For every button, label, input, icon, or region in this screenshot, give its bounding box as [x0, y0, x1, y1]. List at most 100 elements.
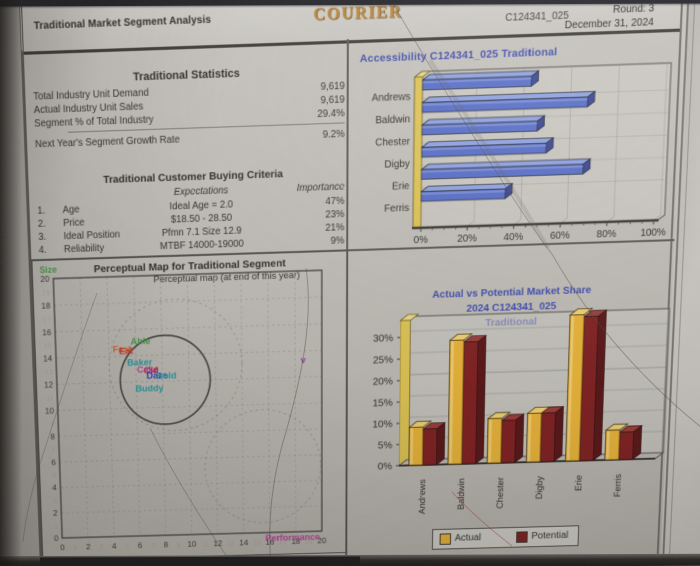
date-label: December 31, 2024 — [564, 16, 654, 32]
acc-category-label: Baldwin — [375, 114, 410, 126]
ms-y-tick-label: 30% — [373, 333, 394, 345]
importance-header: Importance — [296, 181, 345, 195]
criteria-number: 4. — [38, 244, 47, 257]
acc-x-tick-label: 100% — [640, 227, 666, 239]
svg-text:16: 16 — [42, 327, 51, 337]
svg-text:6: 6 — [51, 458, 56, 467]
accessibility-bar-chart: Andrews Baldwin Chester Digby Erie Ferris 0% 20… — [372, 53, 683, 246]
svg-text:13: 13 — [227, 539, 235, 547]
acc-category-label: Ferris — [384, 203, 409, 215]
svg-text:4: 4 — [112, 541, 117, 550]
svg-text:12: 12 — [44, 380, 53, 390]
ms-category-label: Andrews — [418, 479, 429, 514]
map-xlabel-performance: Performance — [265, 532, 320, 543]
criteria-name: Ideal Position — [63, 229, 121, 243]
svg-text:0: 0 — [60, 543, 65, 552]
map-product-label-able: Able — [130, 336, 150, 347]
acc-category-label: Erie — [392, 181, 410, 192]
stats-label: Total Industry Unit Demand — [33, 87, 149, 103]
ms-category-label: Digby — [535, 476, 546, 499]
acc-x-tick-label: 20% — [457, 233, 477, 244]
ms-category-label: Chester — [495, 476, 506, 508]
map-ylabel-size: Size — [39, 265, 57, 275]
svg-text:8: 8 — [50, 432, 55, 441]
chart-legend: Actual Potential — [431, 525, 580, 550]
expectations-header: Expectations — [173, 185, 229, 199]
ms-bar-potential-chester — [501, 420, 516, 463]
ms-category-label: Baldwin — [456, 478, 467, 510]
round-and-date: Round: 3 December 31, 2024 — [564, 2, 655, 33]
ms-y-tick-label: 25% — [373, 354, 394, 366]
svg-text:5: 5 — [125, 542, 129, 550]
stats-value: 29.4% — [317, 107, 345, 121]
stats-value: 9,619 — [320, 80, 345, 93]
acc-category-label: Digby — [384, 159, 410, 171]
actual-legend-label: Actual — [454, 532, 482, 544]
svg-text:7: 7 — [151, 541, 155, 549]
svg-text:10: 10 — [187, 539, 196, 548]
market-share-bar-chart: 0% 5% 10% 15% 20% 25% 30% Andrews Baldwin Chester… — [372, 302, 678, 514]
report-header: Traditional Market Segment Analysis CAPS… — [20, 0, 683, 55]
svg-text:3: 3 — [53, 497, 57, 505]
acc-x-tick-label: 80% — [596, 229, 616, 240]
acc-category-label: Chester — [375, 137, 410, 149]
svg-text:9: 9 — [50, 420, 54, 428]
potential-legend-label: Potential — [531, 530, 569, 542]
criteria-number: 3. — [38, 231, 47, 243]
growth-label: Next Year's Segment Growth Rate — [34, 134, 180, 151]
growth-value: 9.2% — [322, 128, 345, 141]
ms-category-label: Erie — [574, 474, 585, 491]
svg-text:2: 2 — [53, 508, 58, 517]
map-product-label-bold: Bold — [156, 371, 176, 382]
logo-courier-text: COURIER — [313, 0, 403, 25]
photo-left-vignette — [0, 0, 22, 566]
svg-text:3: 3 — [99, 543, 103, 551]
map-product-label-buddy: Buddy — [135, 383, 164, 394]
criteria-importance: 47% — [325, 195, 345, 208]
svg-text:11: 11 — [201, 540, 208, 548]
svg-text:2: 2 — [86, 542, 91, 551]
photo-bottom-left-dark — [39, 556, 361, 566]
criteria-importance: 9% — [330, 235, 345, 247]
ms-y-tick-label: 15% — [373, 397, 394, 409]
svg-text:15: 15 — [253, 539, 261, 547]
svg-text:5: 5 — [52, 471, 56, 479]
criteria-name: Reliability — [63, 242, 105, 256]
svg-text:18: 18 — [41, 301, 51, 311]
stats-label: Actual Industry Unit Sales — [33, 101, 144, 117]
svg-text:14: 14 — [239, 538, 248, 547]
criteria-name: Price — [62, 217, 85, 230]
criteria-name: Age — [62, 204, 80, 216]
svg-text:1: 1 — [73, 543, 77, 551]
acc-x-tick-label: 40% — [503, 232, 523, 243]
svg-text:7: 7 — [51, 446, 55, 454]
perceptual-map-plot: 0022446688101012121414161618182020113355… — [39, 265, 326, 552]
svg-text:12: 12 — [213, 539, 222, 548]
ms-bar-potential-andrews — [423, 429, 437, 465]
potential-swatch — [516, 531, 528, 543]
svg-text:19: 19 — [42, 288, 50, 297]
svg-text:0: 0 — [54, 534, 59, 543]
ms-y-tick-label: 5% — [378, 440, 393, 452]
stats-value: 9,619 — [320, 94, 345, 107]
ms-y-tick-label: 10% — [372, 419, 393, 431]
acc-category-label: Andrews — [372, 92, 411, 104]
svg-text:10: 10 — [45, 406, 54, 416]
svg-text:1: 1 — [54, 522, 58, 530]
criteria-number: 2. — [37, 218, 46, 230]
criteria-number: 1. — [37, 205, 46, 217]
ms-bar-potential-digby — [540, 413, 555, 462]
map-product-label-eat: Eat — [119, 346, 134, 357]
svg-text:11: 11 — [46, 394, 54, 403]
acc-x-tick-label: 60% — [550, 230, 570, 241]
ms-y-tick-label: 20% — [373, 376, 394, 388]
ms-bar-potential-baldwin — [462, 342, 478, 464]
svg-text:6: 6 — [138, 541, 143, 550]
svg-text:17: 17 — [43, 315, 51, 324]
ms-bar-potential-ferris — [619, 432, 634, 460]
criteria-importance: 21% — [325, 222, 345, 234]
actual-swatch — [439, 533, 452, 545]
svg-text:9: 9 — [177, 541, 181, 549]
